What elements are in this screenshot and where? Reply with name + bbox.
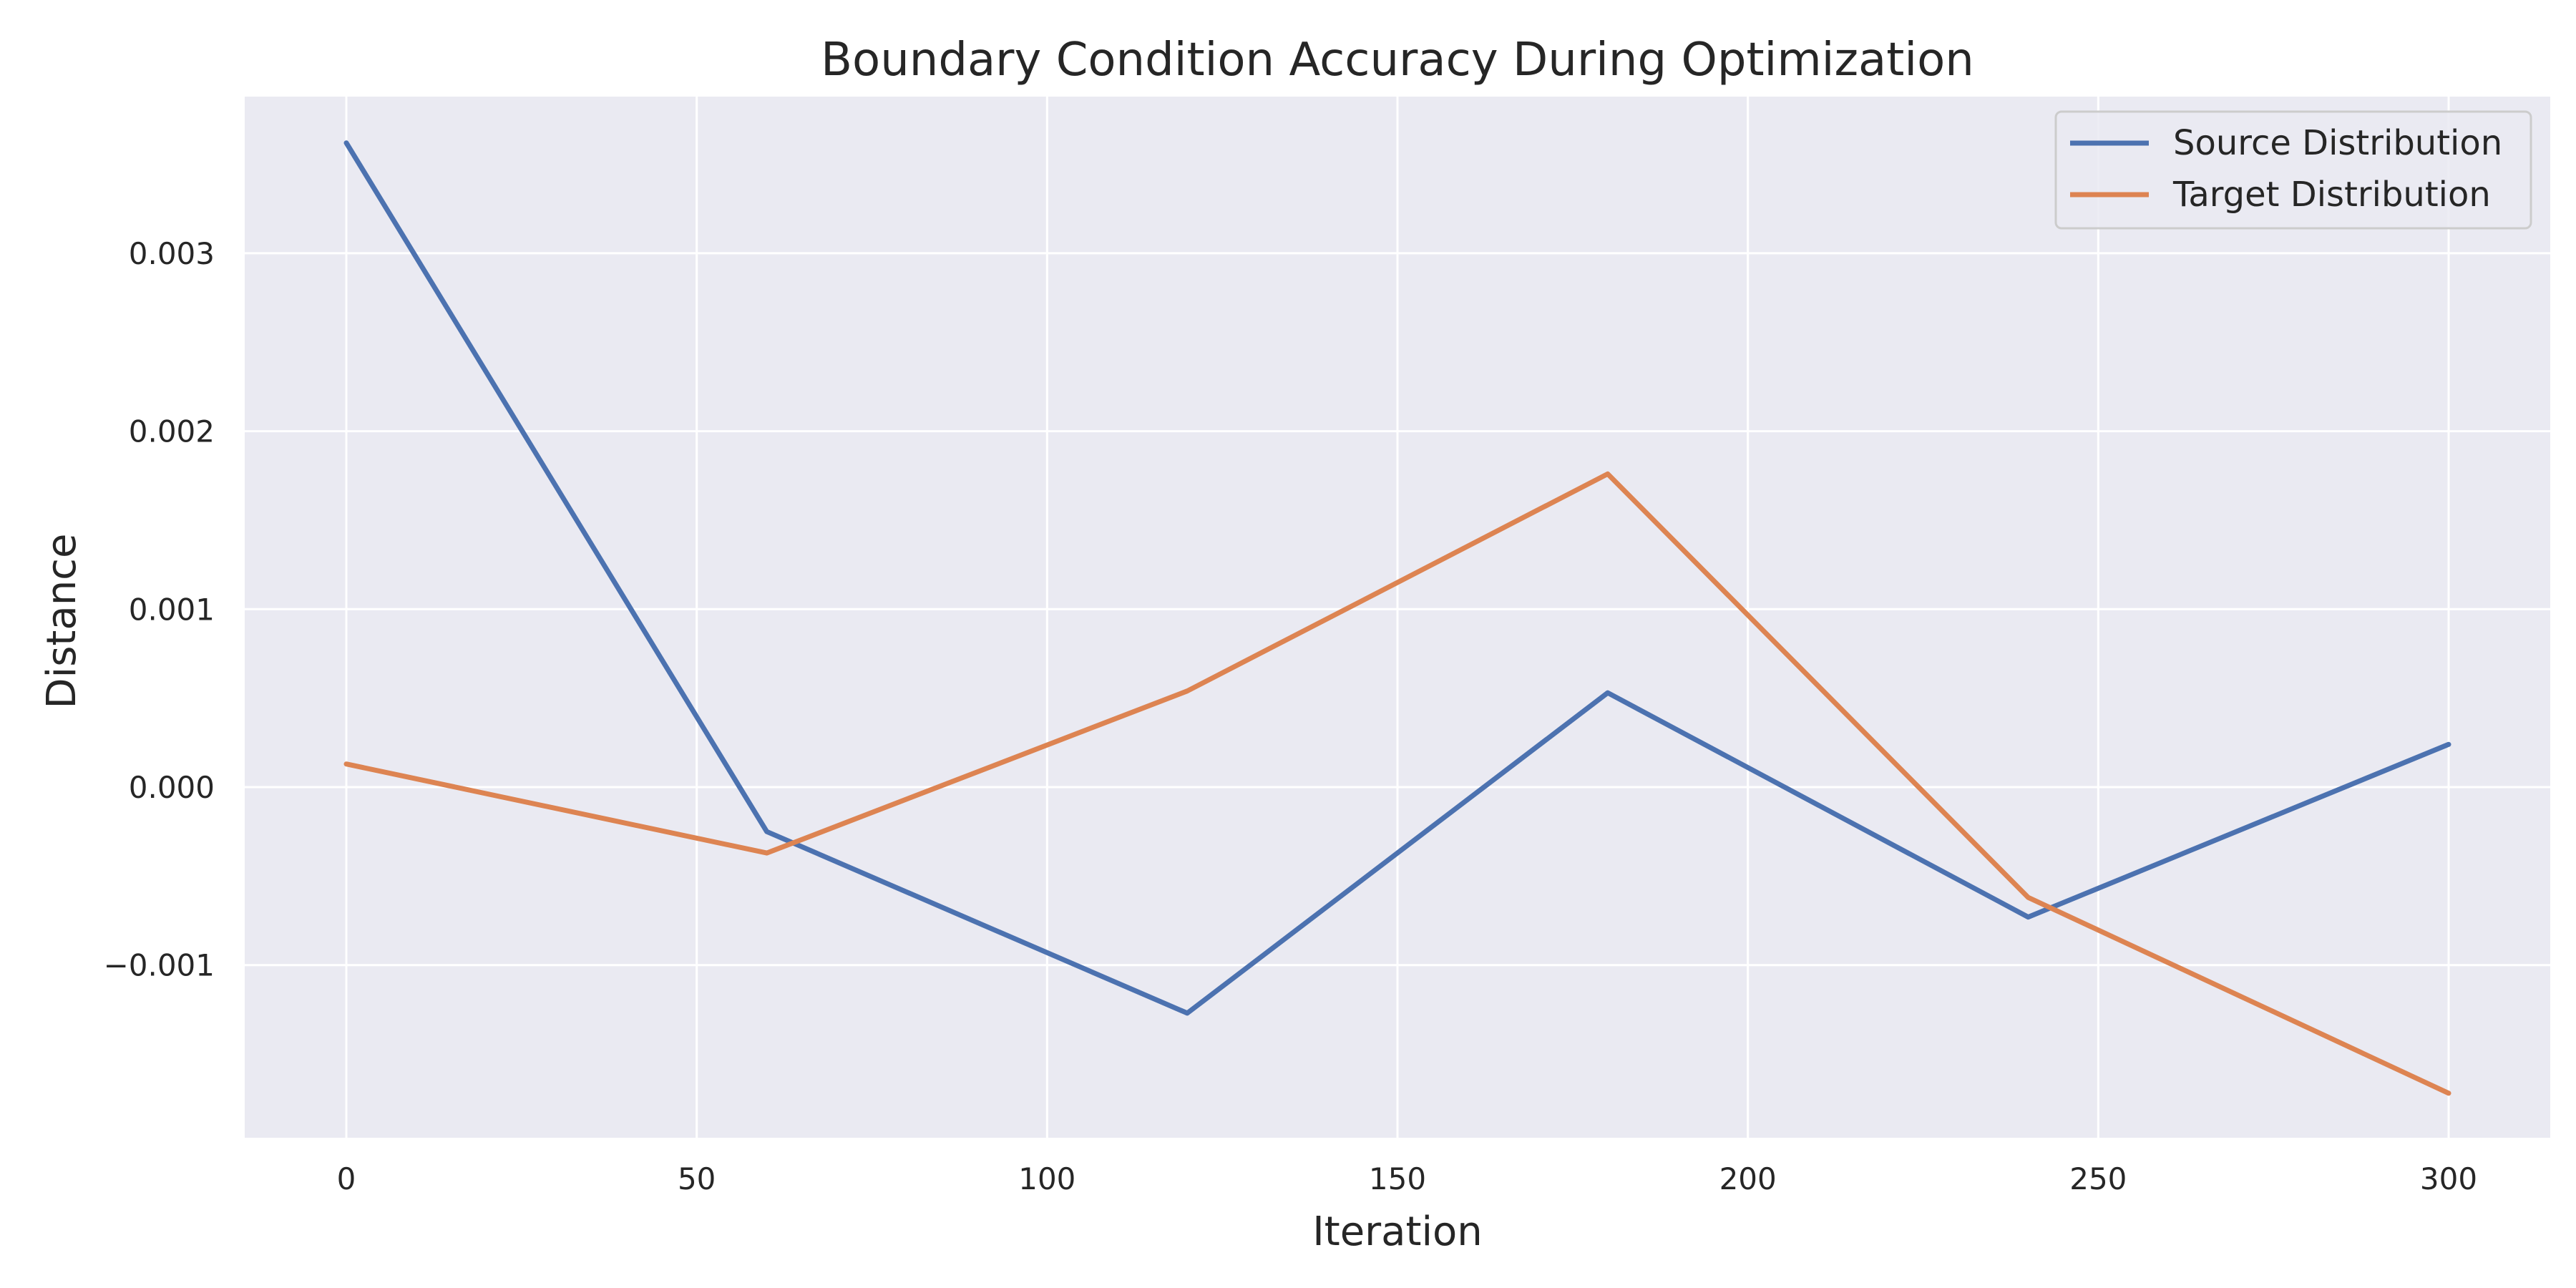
y-tick-label: 0.002 [129, 414, 215, 449]
chart-title: Boundary Condition Accuracy During Optim… [821, 34, 1974, 87]
x-axis-label: Iteration [1312, 1209, 1483, 1255]
legend-label-target: Target Distribution [2172, 175, 2491, 215]
y-axis-ticks: −0.001 0.000 0.001 0.002 0.003 [104, 236, 215, 983]
grid-lines [245, 97, 2550, 1138]
x-tick-label: 150 [1369, 1161, 1426, 1196]
legend: Source Distribution Target Distribution [2054, 110, 2532, 230]
series-line-target [343, 471, 2451, 1096]
x-tick-label: 50 [678, 1161, 716, 1196]
x-tick-label: 0 [337, 1161, 356, 1196]
x-tick-label: 250 [2069, 1161, 2127, 1196]
y-axis-label: Distance [39, 534, 85, 709]
series-line-source [343, 140, 2451, 1016]
legend-box [2054, 110, 2532, 230]
y-tick-label: 0.001 [129, 592, 215, 627]
y-tick-label: 0.000 [129, 770, 215, 805]
x-axis-ticks: 0 50 100 150 200 250 300 [337, 1161, 2477, 1196]
series-lines [343, 140, 2451, 1096]
y-tick-label: −0.001 [104, 948, 215, 983]
x-tick-label: 300 [2420, 1161, 2477, 1196]
y-tick-label: 0.003 [129, 236, 215, 271]
legend-label-source: Source Distribution [2173, 123, 2502, 163]
x-tick-label: 200 [1719, 1161, 1777, 1196]
x-tick-label: 100 [1018, 1161, 1075, 1196]
